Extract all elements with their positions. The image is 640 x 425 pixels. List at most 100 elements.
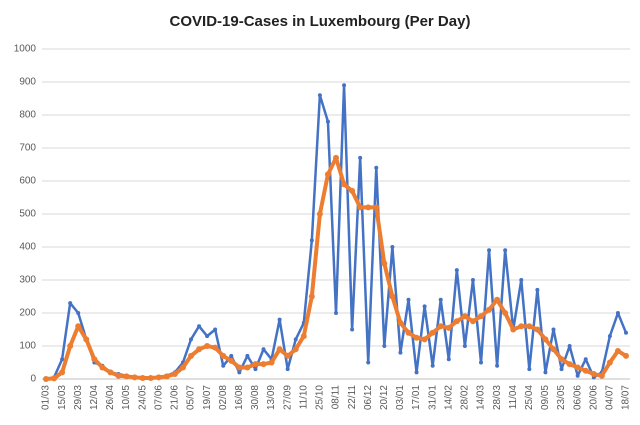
data-point xyxy=(558,356,565,363)
x-tick-label: 18/07 xyxy=(621,385,632,410)
data-point xyxy=(324,171,331,178)
data-point xyxy=(495,363,500,368)
data-point xyxy=(598,372,605,379)
data-point xyxy=(454,268,459,273)
data-point xyxy=(397,319,404,326)
data-point xyxy=(285,367,290,372)
data-point xyxy=(437,323,444,330)
data-point xyxy=(189,337,193,342)
x-tick-label: 14/02 xyxy=(443,385,454,410)
x-tick-label: 12/04 xyxy=(89,385,100,410)
y-tick-label: 800 xyxy=(19,110,36,121)
y-tick-label: 100 xyxy=(19,341,36,352)
x-tick-label: 22/11 xyxy=(347,385,358,410)
data-point xyxy=(624,330,628,335)
data-point xyxy=(51,375,58,382)
x-tick-label: 06/12 xyxy=(363,385,374,410)
data-point xyxy=(526,323,533,330)
data-point xyxy=(357,204,364,211)
data-point xyxy=(623,352,629,359)
y-tick-label: 600 xyxy=(19,176,36,187)
data-point xyxy=(155,374,162,381)
data-point xyxy=(414,370,419,375)
data-point xyxy=(606,359,613,366)
data-point xyxy=(390,245,395,249)
data-point xyxy=(139,375,146,382)
data-point xyxy=(421,336,428,343)
data-point xyxy=(76,311,81,315)
y-tick-label: 500 xyxy=(19,209,36,220)
data-point xyxy=(405,329,412,336)
data-point xyxy=(261,347,266,352)
data-point xyxy=(67,343,74,349)
data-point xyxy=(574,364,581,371)
data-point xyxy=(381,260,388,267)
data-point xyxy=(567,344,572,348)
data-point xyxy=(615,311,620,315)
x-tick-label: 26/04 xyxy=(105,385,116,410)
chart-title: COVID-19-Cases in Luxembourg (Per Day) xyxy=(170,13,471,30)
data-point xyxy=(221,363,226,368)
data-point xyxy=(308,293,315,300)
x-tick-label: 08/11 xyxy=(331,385,342,410)
x-tick-label: 01/03 xyxy=(41,385,52,410)
x-tick-label: 29/03 xyxy=(73,385,84,410)
x-tick-label: 16/08 xyxy=(234,385,245,410)
x-tick-label: 02/08 xyxy=(218,385,229,410)
data-point xyxy=(131,374,138,381)
data-point xyxy=(469,318,476,325)
data-point xyxy=(575,373,580,378)
data-point xyxy=(470,278,475,282)
data-point xyxy=(292,346,299,353)
data-point xyxy=(478,313,484,320)
data-point xyxy=(519,278,524,282)
x-tick-label: 07/06 xyxy=(153,385,164,410)
x-tick-label: 05/07 xyxy=(186,385,197,410)
x-tick-label: 28/02 xyxy=(460,385,471,410)
data-point xyxy=(559,367,564,372)
data-point xyxy=(196,346,203,353)
data-point xyxy=(59,369,66,376)
data-point xyxy=(245,353,250,358)
data-point xyxy=(389,293,396,300)
data-point xyxy=(188,352,194,359)
y-tick-label: 400 xyxy=(19,242,36,253)
data-point xyxy=(293,337,298,342)
data-point xyxy=(334,311,338,315)
data-point xyxy=(614,347,621,354)
data-point xyxy=(213,327,218,332)
data-point xyxy=(365,204,372,211)
data-point xyxy=(342,83,347,88)
data-point xyxy=(582,367,589,374)
data-point xyxy=(163,373,170,380)
data-point xyxy=(147,375,154,382)
x-tick-label: 11/10 xyxy=(298,385,309,410)
data-point xyxy=(268,359,275,366)
data-point xyxy=(413,334,420,341)
data-point xyxy=(212,344,219,351)
data-point xyxy=(461,313,468,320)
data-point xyxy=(349,187,356,194)
data-point xyxy=(398,350,403,355)
data-point xyxy=(236,364,243,371)
x-tick-label: 11/04 xyxy=(508,385,519,410)
data-point xyxy=(83,336,90,343)
x-tick-label: 21/06 xyxy=(170,385,181,410)
data-point xyxy=(325,119,330,124)
y-tick-label: 1000 xyxy=(14,44,37,55)
data-point xyxy=(75,323,82,330)
x-tick-label: 25/10 xyxy=(315,385,326,410)
y-tick-label: 300 xyxy=(19,275,36,286)
data-point xyxy=(406,297,411,302)
data-point xyxy=(68,301,73,306)
data-point xyxy=(373,204,380,211)
data-point xyxy=(382,344,387,348)
data-point xyxy=(607,334,612,339)
data-point xyxy=(422,304,427,309)
data-point xyxy=(446,357,451,362)
x-tick-label: 31/01 xyxy=(427,385,438,410)
data-point xyxy=(229,353,234,358)
data-point xyxy=(43,376,49,382)
y-tick-label: 700 xyxy=(19,143,36,154)
data-point xyxy=(171,371,178,378)
